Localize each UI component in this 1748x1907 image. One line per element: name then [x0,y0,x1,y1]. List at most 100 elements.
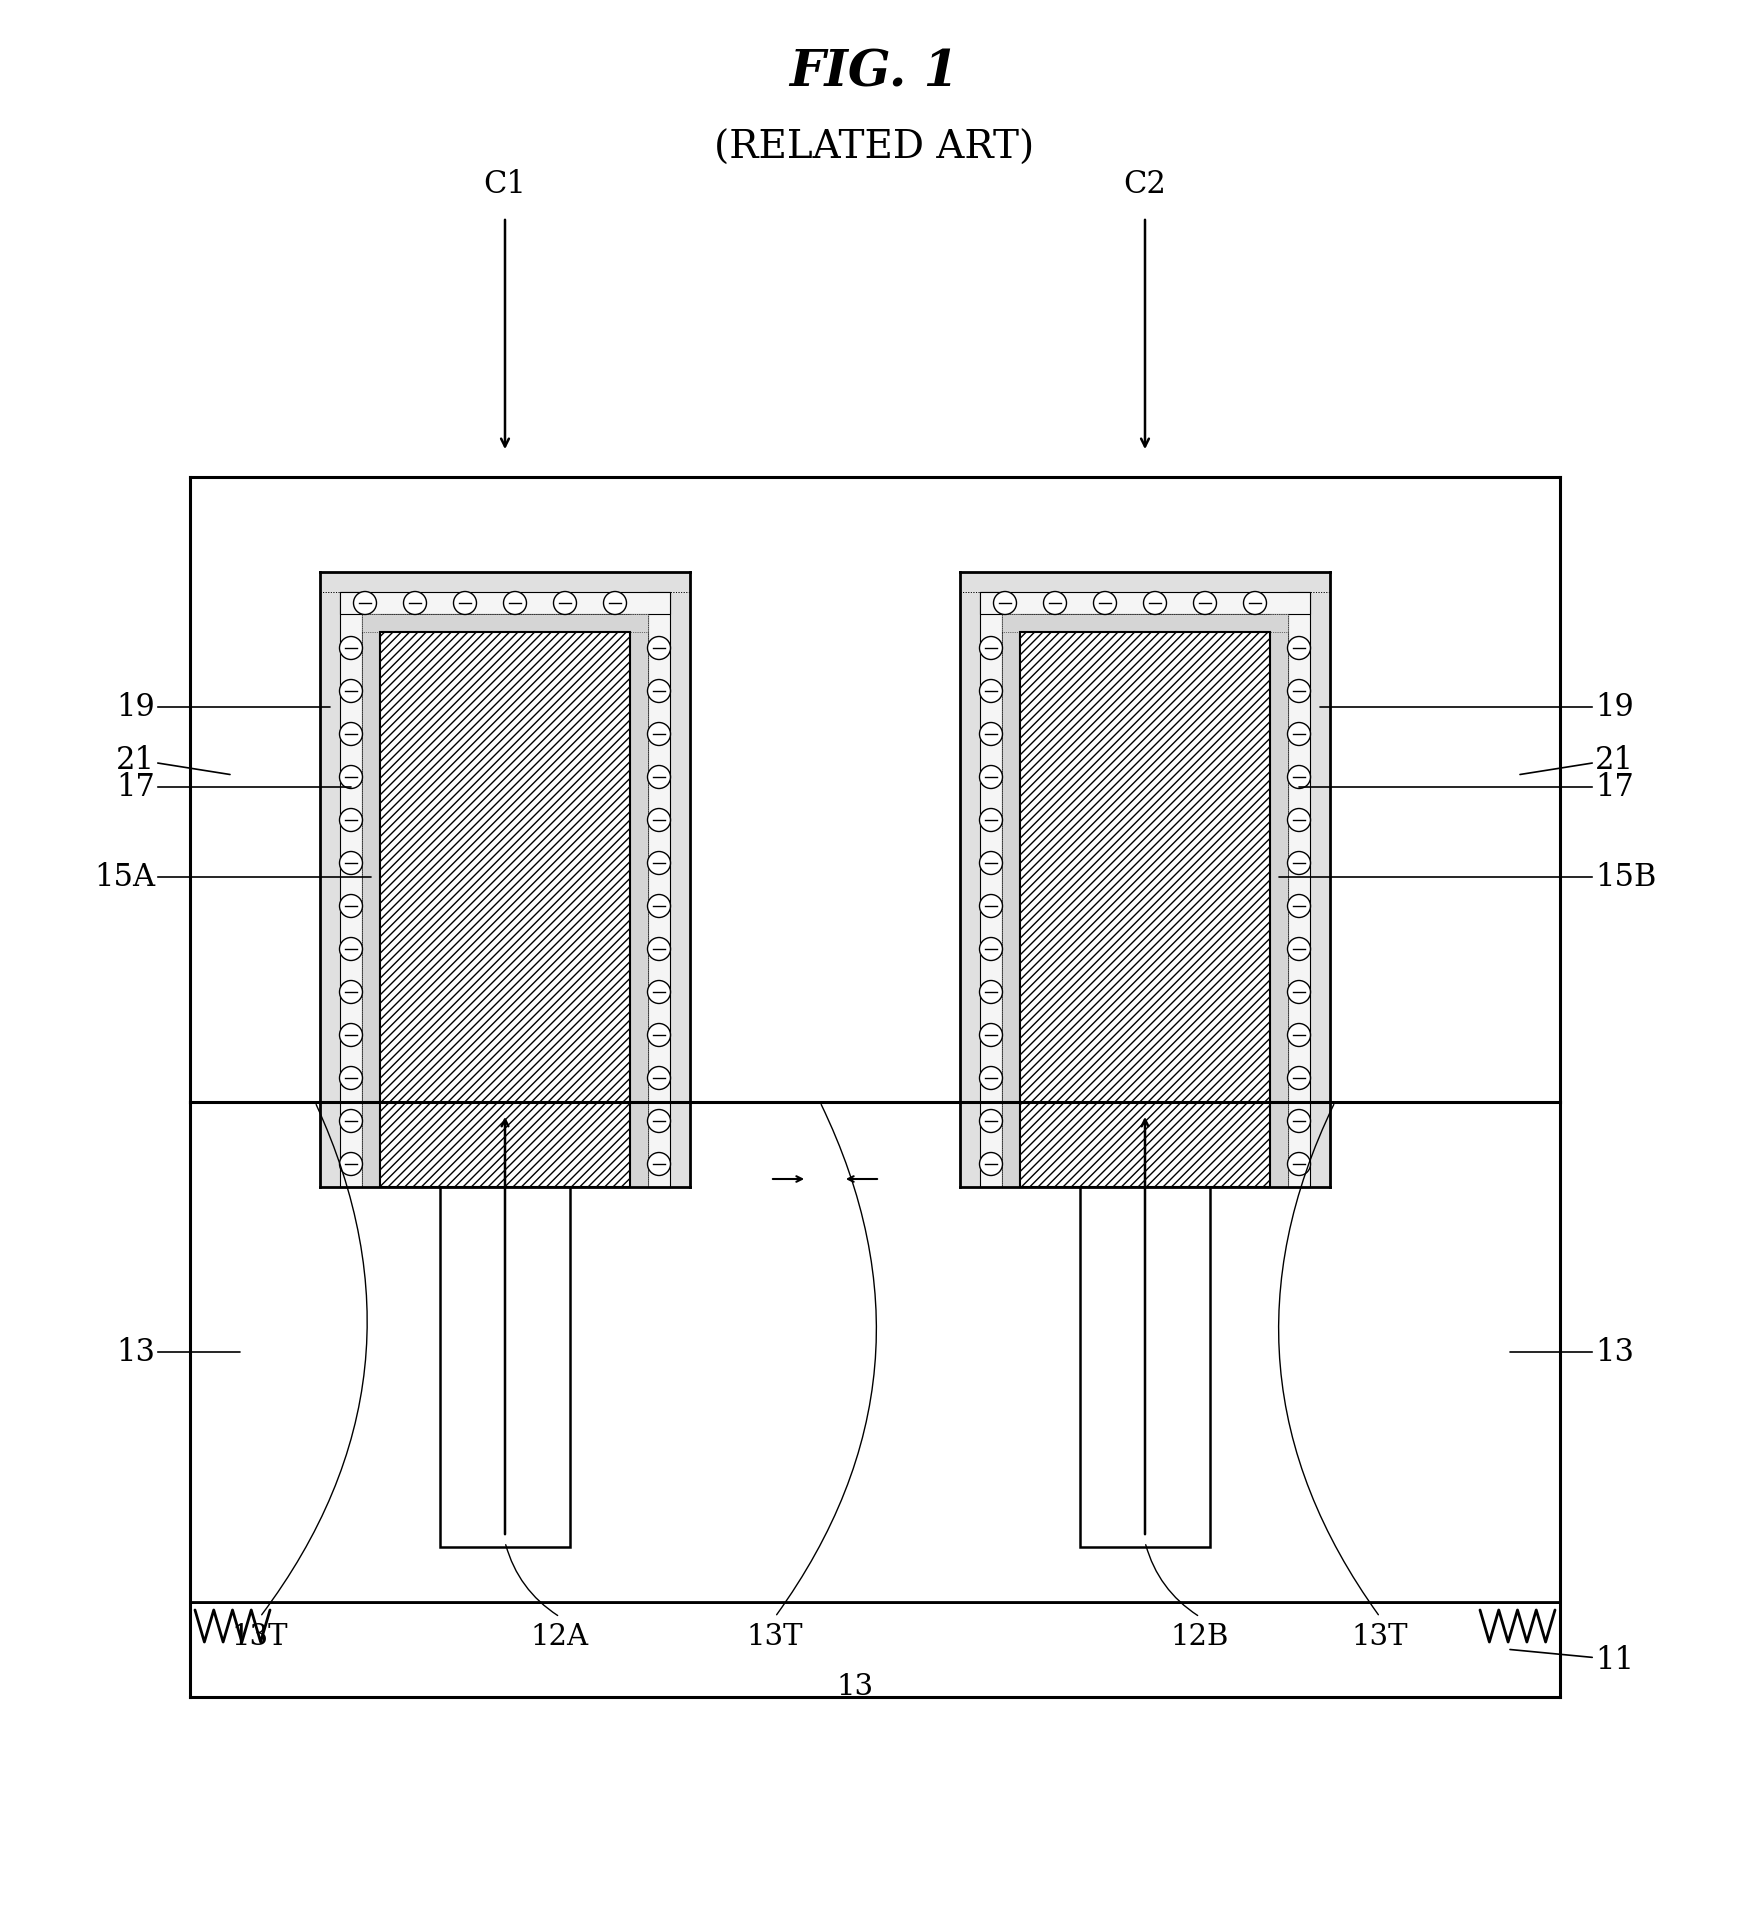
Circle shape [979,852,1003,875]
Circle shape [647,938,671,961]
Bar [1288,593,1309,1188]
Circle shape [339,980,362,1003]
Circle shape [1044,593,1066,616]
Bar [960,593,981,1188]
Bar [1330,479,1559,1102]
Circle shape [339,938,362,961]
Text: 17: 17 [1299,772,1634,803]
Circle shape [1094,593,1117,616]
Circle shape [979,723,1003,746]
Circle shape [339,1110,362,1133]
Circle shape [503,593,526,616]
Bar [1080,1102,1210,1547]
Bar [960,572,1330,593]
Text: 21: 21 [1521,744,1634,776]
Circle shape [979,681,1003,704]
Circle shape [1288,681,1311,704]
Bar [320,572,690,1188]
Circle shape [1288,723,1311,746]
Circle shape [339,767,362,789]
Bar [191,479,1559,572]
Circle shape [339,809,362,831]
Text: 13T: 13T [1351,1623,1409,1650]
Bar [981,593,1002,1188]
Text: 13T: 13T [746,1623,804,1650]
Circle shape [647,980,671,1003]
Bar [341,593,362,1188]
Circle shape [1288,1066,1311,1091]
Circle shape [1288,767,1311,789]
Bar [1271,614,1288,1188]
Circle shape [979,1110,1003,1133]
Text: 12A: 12A [531,1623,589,1650]
Text: C2: C2 [1124,170,1166,200]
Bar [362,614,379,1188]
Circle shape [979,809,1003,831]
Text: 13T: 13T [232,1623,288,1650]
Circle shape [1288,809,1311,831]
Circle shape [1288,1110,1311,1133]
Text: 12B: 12B [1171,1623,1229,1650]
Bar [320,572,690,593]
Bar [629,614,649,1188]
Circle shape [339,852,362,875]
Circle shape [1288,894,1311,917]
Circle shape [453,593,477,616]
Bar [320,593,341,1188]
Text: 15B: 15B [1280,862,1657,892]
Text: 19: 19 [117,692,330,723]
Circle shape [1288,980,1311,1003]
Circle shape [647,852,671,875]
Text: 21: 21 [115,744,231,776]
Circle shape [647,681,671,704]
Bar [379,633,629,1188]
Circle shape [647,894,671,917]
Circle shape [647,1154,671,1177]
Text: 17: 17 [115,772,351,803]
Circle shape [979,637,1003,660]
Bar [191,1602,1559,1697]
Circle shape [1143,593,1166,616]
Circle shape [647,1066,671,1091]
Text: 19: 19 [1320,692,1634,723]
Circle shape [404,593,427,616]
Circle shape [1288,637,1311,660]
Circle shape [339,681,362,704]
Text: (RELATED ART): (RELATED ART) [713,130,1035,166]
Text: 11: 11 [1510,1644,1634,1674]
Circle shape [979,1024,1003,1047]
Circle shape [1194,593,1217,616]
Text: 13: 13 [837,1672,874,1701]
Circle shape [647,809,671,831]
Circle shape [339,637,362,660]
Bar [1002,614,1288,633]
Bar [1309,593,1330,1188]
Bar [649,593,669,1188]
Bar [1002,614,1021,1188]
Bar [960,572,1330,1188]
Circle shape [339,723,362,746]
Circle shape [979,767,1003,789]
Circle shape [339,1154,362,1177]
Circle shape [1288,1024,1311,1047]
Bar [690,479,960,1102]
Bar [1021,633,1271,1188]
Circle shape [979,1066,1003,1091]
Text: C1: C1 [484,170,526,200]
Text: 13: 13 [115,1337,239,1367]
Bar [191,479,320,1102]
Circle shape [979,980,1003,1003]
Bar [981,593,1309,614]
Circle shape [979,1154,1003,1177]
Bar [440,1102,570,1547]
Circle shape [1288,852,1311,875]
Circle shape [979,894,1003,917]
Circle shape [339,894,362,917]
Circle shape [554,593,577,616]
Circle shape [1288,1154,1311,1177]
Circle shape [603,593,626,616]
Text: 13: 13 [1510,1337,1634,1367]
Circle shape [647,723,671,746]
Circle shape [979,938,1003,961]
Circle shape [647,1110,671,1133]
